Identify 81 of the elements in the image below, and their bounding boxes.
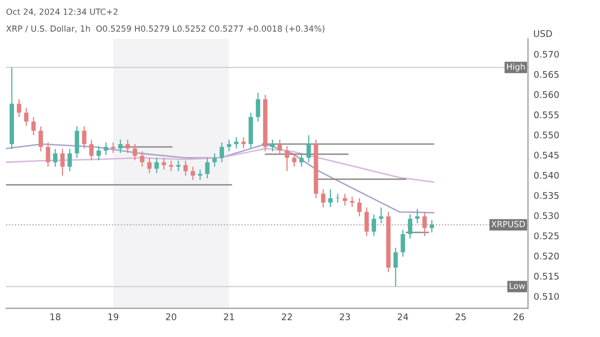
- y-tick-label: 0.535: [534, 192, 559, 199]
- candlestick: [82, 126, 86, 150]
- ref-line-label: High: [507, 63, 525, 72]
- candlestick: [154, 157, 159, 174]
- y-tick-label: 0.525: [534, 232, 559, 240]
- candlestick: [378, 206, 384, 224]
- candlestick: [408, 214, 412, 240]
- ref-line-label: Low: [510, 282, 526, 289]
- candlestick: [118, 139, 123, 154]
- candlestick: [125, 139, 130, 154]
- candlestick: [292, 152, 296, 168]
- candlestick: [364, 206, 369, 237]
- y-tick-label: 0.545: [534, 152, 559, 159]
- candlestick: [168, 160, 174, 172]
- line-series: [6, 148, 434, 183]
- candlestick: [270, 139, 275, 152]
- candlestick: [162, 157, 166, 170]
- y-tick-label: 0.560: [534, 91, 559, 98]
- candlestick: [241, 136, 246, 150]
- candlestick: [96, 146, 101, 161]
- candlestick: [400, 229, 406, 258]
- candlestick: [74, 126, 80, 158]
- chart-subtitle: Oct 24, 2024 12:34 UTC+2: [6, 8, 118, 16]
- candlestick: [46, 142, 50, 168]
- y-tick-label: 0.510: [534, 292, 559, 300]
- candlestick: [31, 116, 36, 136]
- x-tick-label: 19: [108, 313, 118, 320]
- candlestick: [111, 142, 116, 154]
- x-tick-label: 22: [282, 313, 292, 320]
- candlestick: [176, 160, 181, 172]
- candlestick: [357, 198, 362, 217]
- candlestick: [321, 188, 326, 208]
- x-tick-label: 24: [398, 313, 408, 320]
- candlestick: [422, 211, 427, 237]
- candlestick: [393, 247, 398, 288]
- y-tick-label: 0.520: [534, 252, 559, 260]
- y-tick-label: 0.515: [534, 272, 559, 280]
- ref-line-label: XRPUSD: [491, 220, 525, 228]
- candlestick: [190, 166, 196, 181]
- candlestick: [147, 157, 152, 174]
- x-tick-label: 21: [224, 313, 234, 320]
- candlestick: [89, 139, 94, 161]
- candlestick: [16, 98, 22, 118]
- candlestick: [306, 134, 311, 163]
- candlestick: [198, 168, 202, 181]
- candlestick: [256, 92, 260, 122]
- candlestick: [430, 219, 434, 234]
- y-tick-label: 0.570: [534, 50, 559, 58]
- candlestick: [24, 108, 28, 126]
- candlestick: [53, 148, 58, 168]
- candlestick: [234, 136, 238, 150]
- candlestick: [350, 196, 354, 208]
- candlestick: [372, 214, 376, 237]
- x-tick-label: 20: [166, 313, 176, 320]
- candlestick: [60, 148, 65, 176]
- y-axis-title: USD: [534, 30, 552, 38]
- x-tick-label: 25: [456, 313, 466, 320]
- candlestick: [38, 126, 43, 152]
- x-tick-label: 23: [340, 313, 350, 320]
- candlestick: [342, 193, 348, 206]
- y-tick-label: 0.540: [534, 172, 559, 179]
- candlestick: [299, 152, 304, 168]
- y-tick-label: 0.555: [534, 111, 559, 118]
- candlestick: [205, 157, 210, 179]
- candlestick: [212, 152, 217, 168]
- candlestick: [140, 150, 144, 168]
- candlestick: [183, 160, 188, 176]
- candlestick: [226, 139, 232, 152]
- x-tick-label: 26: [514, 313, 524, 320]
- candlestick: [284, 146, 290, 172]
- x-tick-label: 18: [50, 313, 60, 320]
- y-tick-label: 0.565: [534, 71, 559, 78]
- candlestick: [132, 144, 138, 161]
- candlestick: [328, 188, 333, 208]
- chart-title: XRP / U.S. Dollar, 1h O0.5259 H0.5279 L0.5252 C0.5277 +0.0018 (+0.34%): [6, 25, 324, 33]
- candlestick: [278, 139, 282, 156]
- candlestick: [415, 208, 420, 224]
- y-tick-label: 0.550: [534, 132, 559, 138]
- candlestick: [68, 148, 72, 172]
- y-tick-label: 0.530: [534, 212, 559, 220]
- candlestick: [220, 142, 224, 163]
